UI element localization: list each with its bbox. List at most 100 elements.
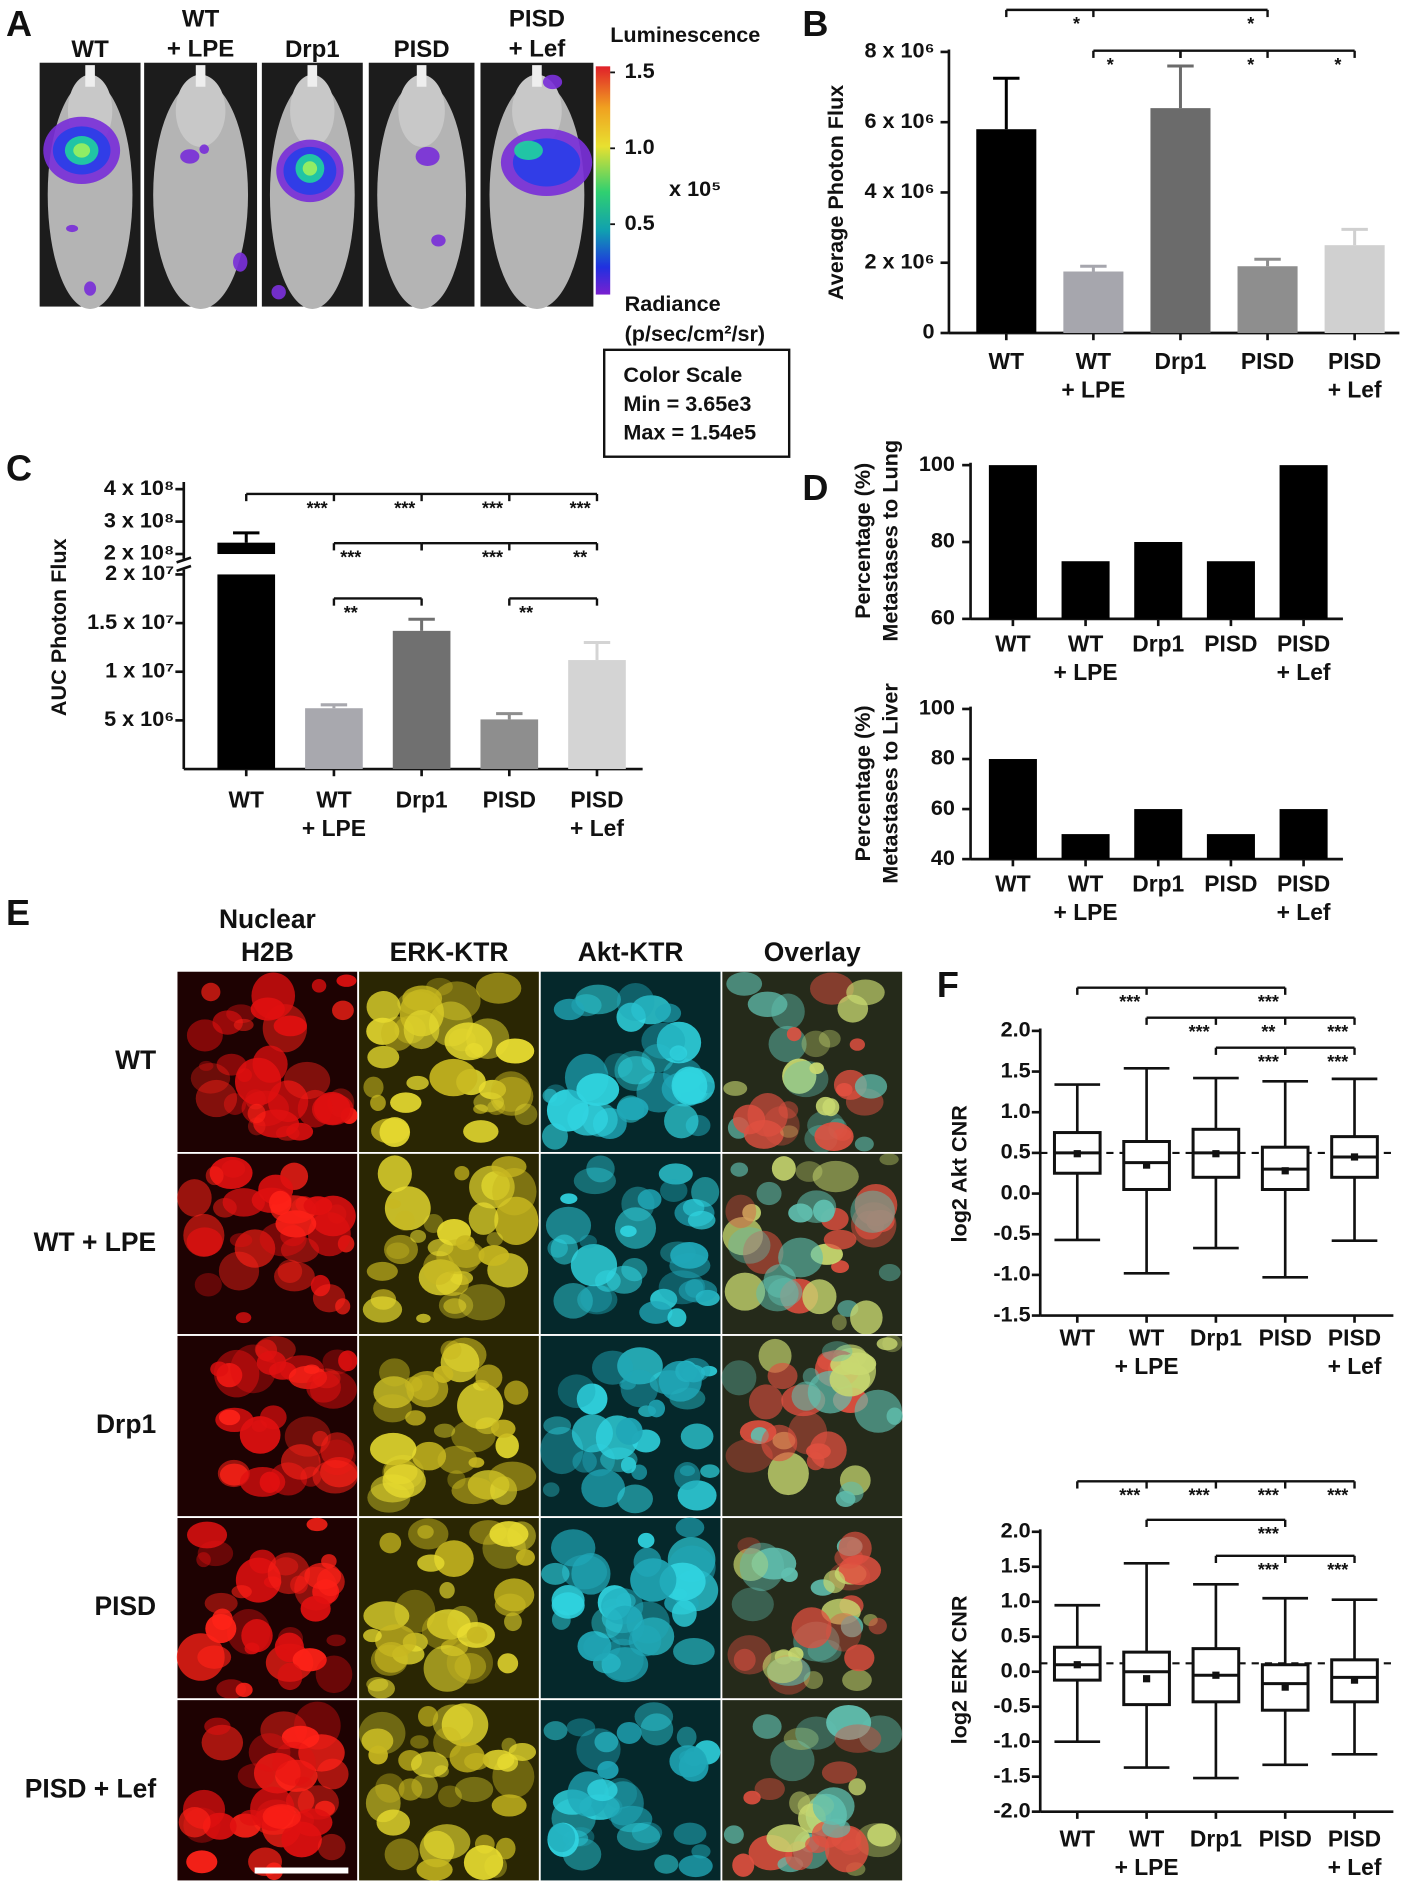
bar [217,574,276,770]
cell [186,1019,223,1052]
significance-label: * [1107,55,1114,75]
text-line: Metastases to Lung [877,440,902,642]
cell [406,1370,449,1408]
color-scale-box [602,348,791,458]
cell [294,1776,312,1788]
x-tick-label: WT [1060,1325,1096,1351]
cell [747,991,788,1017]
bar [1150,108,1211,333]
x-tick-label: PISD + Lef [1328,1826,1382,1881]
cell [177,1179,212,1217]
cell [664,1103,699,1139]
cell [336,974,357,987]
cell [212,1608,233,1631]
x-tick-label: PISD [1204,871,1257,897]
cell [636,1072,682,1113]
x-tick-label: WT [995,871,1031,897]
cell [658,1360,702,1402]
signal [66,224,79,233]
cell [854,1210,885,1240]
cell [440,1340,462,1360]
ear-tag [532,65,542,87]
cell [637,1532,655,1549]
cell [311,978,327,993]
y-tick-label: 2 x 10⁷ [105,560,174,585]
colorbar-tick-label: 1.5 [625,58,655,83]
cell [743,1790,761,1805]
bar [1061,834,1110,860]
signal [199,144,210,155]
cell [543,1721,568,1741]
cell [312,1459,358,1494]
significance-label: *** [1327,1560,1348,1580]
cell [433,1423,456,1438]
cell [815,1096,836,1116]
cell [277,1259,303,1284]
text-line: WT [316,786,352,812]
cell [363,1629,382,1643]
y-tick-label: 1 x 10⁷ [105,657,174,682]
cell [235,1312,252,1324]
cell [368,1745,388,1765]
cell [316,1567,345,1597]
cell [786,1027,802,1042]
text-line: PISD [1328,348,1381,374]
text-line: Nuclear [219,904,316,934]
cell [492,1167,537,1216]
cell [587,1779,618,1802]
cell [405,1410,426,1426]
cell [730,1162,749,1177]
y-tick-label: 1.5 [1001,1057,1031,1082]
x-tick-label: WT [1060,1826,1096,1852]
cell [669,1045,688,1061]
cell [577,1285,618,1315]
x-tick-label: WT [229,786,265,812]
bar [480,719,539,770]
bar [1063,271,1124,333]
cell [616,982,655,1021]
text-line: + LPE [1061,377,1125,403]
cell [733,1648,756,1672]
cell [660,1179,688,1203]
cell [406,1075,429,1091]
y-tick-label: 5 x 10⁶ [104,706,174,731]
y-tick-label: 0.0 [1001,1179,1031,1204]
mouse-head [175,74,226,147]
x-tick-label: PISD [483,786,536,812]
x-tick-label: PISD [1204,630,1257,656]
text-line: H2B [241,937,294,967]
cell [823,1229,857,1250]
cell [553,998,585,1021]
cell [634,1702,674,1732]
cell [571,1414,613,1453]
cell [497,1753,519,1772]
cell [809,972,854,1005]
cell [468,1202,499,1235]
cell [370,1432,417,1466]
text-line: PISD [570,786,623,812]
cell [834,1724,882,1753]
cell [244,1642,260,1655]
text-line: + LPE [1115,1353,1179,1379]
text-line: + Lef [1328,1854,1382,1880]
cell [204,1592,238,1614]
cell [748,1384,784,1420]
cell [809,1062,824,1075]
x-tick-label: WT + LPE [1115,1826,1179,1881]
cell [543,1416,572,1435]
cell [458,1284,506,1321]
cell [213,1349,260,1398]
column-label: PISD [394,36,450,63]
cell [455,1235,475,1251]
cell [812,1787,855,1825]
cell [367,1045,400,1069]
cell [581,1469,626,1508]
cell [676,1726,697,1748]
cell [761,1424,798,1462]
cell [540,1426,584,1475]
cell [222,1188,265,1217]
cell [789,1791,811,1815]
cell [488,1461,537,1492]
x-tick-label: WT + LPE [1061,348,1125,403]
text-line: WT [1129,1325,1165,1351]
